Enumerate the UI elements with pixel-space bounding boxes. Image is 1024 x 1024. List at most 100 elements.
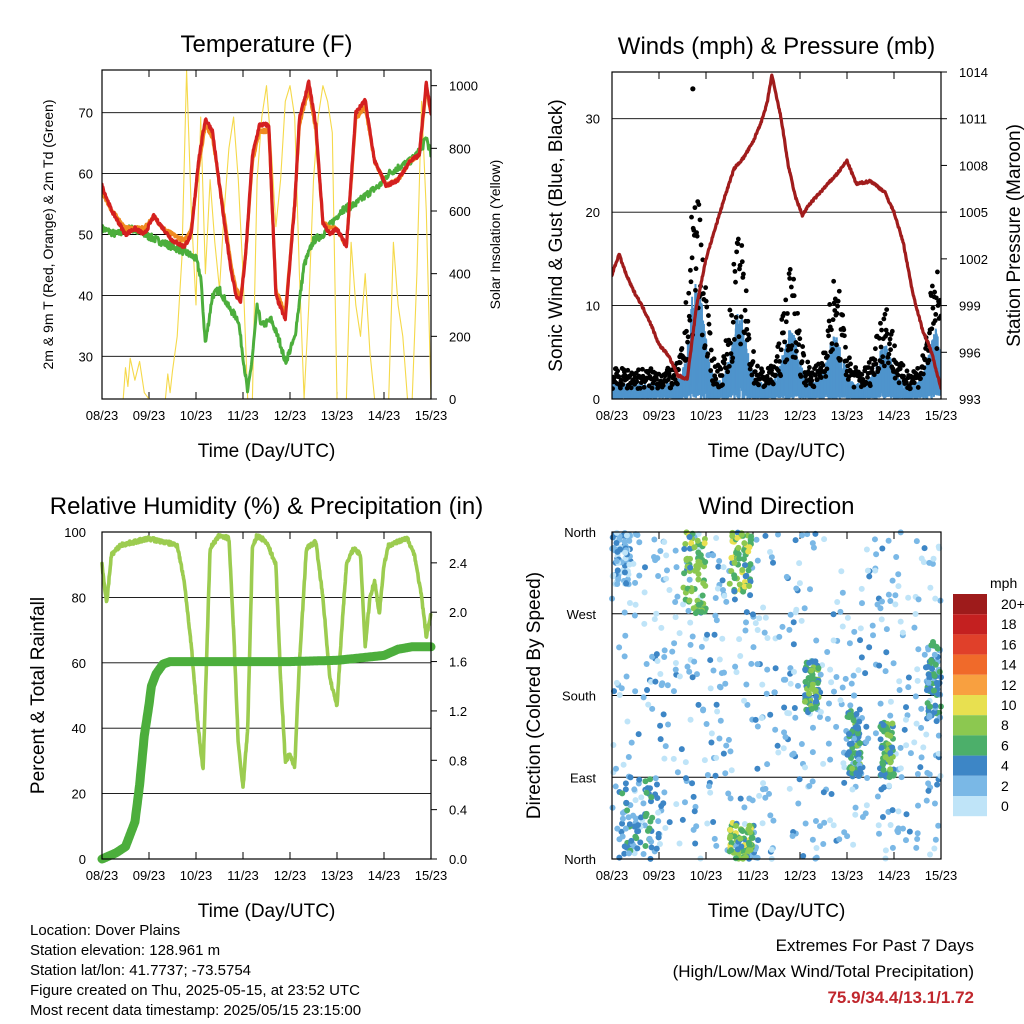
direction-point	[801, 605, 808, 612]
direction-point	[723, 598, 730, 605]
direction-point	[928, 657, 935, 664]
direction-point	[618, 828, 625, 835]
direction-point	[704, 772, 711, 779]
direction-point	[876, 830, 883, 837]
direction-point	[682, 775, 689, 782]
direction-point	[619, 790, 626, 797]
gust-point	[797, 336, 803, 342]
direction-point	[689, 780, 696, 787]
gust-point	[677, 360, 683, 366]
direction-point	[828, 791, 835, 798]
direction-point	[695, 571, 702, 578]
direction-point	[731, 588, 738, 595]
legend-swatch	[953, 654, 987, 675]
legend-swatch	[953, 796, 987, 817]
direction-point	[635, 731, 642, 738]
direction-point	[737, 795, 744, 802]
direction-point	[622, 786, 629, 793]
direction-point	[836, 836, 843, 843]
direction-point	[933, 679, 940, 686]
y-tick-label: 0	[593, 392, 600, 407]
gust-point	[809, 378, 815, 383]
direction-point	[722, 770, 729, 777]
direction-point	[830, 611, 837, 618]
direction-point	[890, 660, 897, 667]
direction-point	[614, 825, 621, 832]
direction-point	[744, 701, 751, 708]
gust-point	[702, 343, 708, 349]
direction-point	[680, 601, 687, 608]
gust-point	[699, 332, 705, 338]
direction-point	[735, 544, 742, 551]
gust-point	[782, 339, 787, 345]
gust-point	[777, 358, 782, 364]
direction-point	[713, 617, 720, 624]
direction-point	[792, 714, 799, 721]
direction-point	[686, 533, 693, 540]
gust-point	[880, 354, 886, 360]
direction-point	[743, 572, 750, 579]
direction-point	[878, 771, 885, 778]
direction-point	[934, 690, 941, 697]
direction-point	[653, 651, 660, 658]
direction-point	[652, 678, 659, 685]
direction-point	[813, 693, 820, 700]
direction-point	[897, 744, 904, 751]
direction-point	[771, 689, 778, 696]
gust-point	[818, 375, 824, 380]
direction-point	[637, 814, 644, 821]
gust-point	[918, 376, 923, 381]
direction-point	[887, 712, 894, 719]
direction-point	[636, 776, 643, 783]
gust-point	[683, 300, 689, 305]
y-axis-label: Sonic Wind & Gust (Blue, Black)	[546, 99, 567, 371]
direction-point	[809, 540, 816, 547]
direction-point	[632, 797, 639, 804]
direction-point	[911, 624, 918, 631]
direction-point	[694, 537, 701, 544]
direction-point	[866, 573, 873, 580]
y2-tick-label: 2.4	[449, 556, 467, 571]
gust-point	[863, 381, 869, 386]
y-tick-label: 20	[586, 205, 600, 220]
direction-point	[878, 616, 885, 623]
direction-point	[935, 732, 942, 739]
gust-point	[687, 267, 693, 273]
direction-point	[895, 571, 902, 578]
legend-swatch	[953, 735, 987, 756]
x-axis-label: Time (Day/UTC)	[198, 441, 336, 462]
gust-point	[794, 348, 799, 354]
direction-point	[873, 551, 880, 558]
y-tick-label: 60	[79, 167, 93, 182]
gust-point	[612, 375, 617, 381]
direction-point	[745, 548, 752, 555]
direction-point	[707, 685, 714, 692]
direction-point	[748, 533, 755, 540]
y-axis-label: Direction (Colored By Speed)	[524, 572, 545, 819]
gust-point	[798, 374, 804, 379]
direction-point	[764, 761, 771, 768]
direction-point	[796, 776, 803, 783]
direction-point	[657, 547, 664, 554]
direction-point	[695, 576, 702, 583]
direction-point	[660, 800, 667, 807]
gust-point	[934, 346, 940, 351]
direction-point	[839, 589, 846, 596]
direction-point	[853, 770, 860, 777]
direction-point	[676, 840, 683, 847]
gust-point	[886, 351, 892, 357]
panel-winds: Winds (mph) & Pressure (mb) Time (Day/UTC…	[546, 33, 1024, 462]
direction-point	[731, 572, 738, 579]
gust-point	[929, 326, 935, 332]
gust-point	[881, 316, 887, 322]
direction-point	[798, 617, 805, 624]
direction-point	[804, 531, 811, 538]
gust-point	[781, 311, 787, 316]
direction-point	[745, 839, 752, 846]
direction-point	[790, 641, 797, 648]
direction-point	[632, 579, 639, 586]
direction-point	[717, 684, 724, 691]
direction-point	[642, 813, 649, 820]
gust-point	[776, 341, 782, 347]
gust-point	[932, 318, 938, 324]
